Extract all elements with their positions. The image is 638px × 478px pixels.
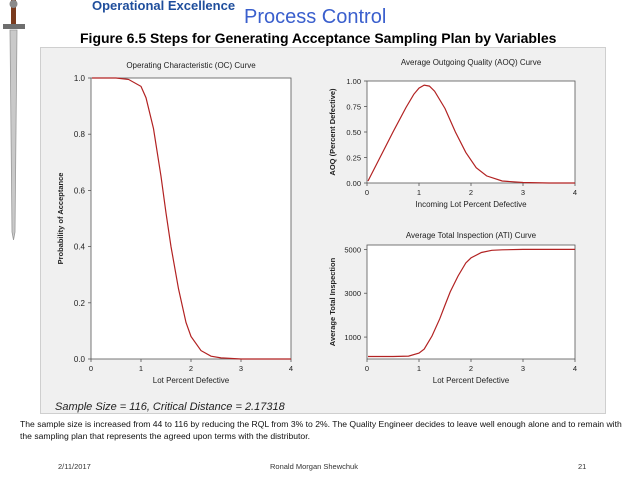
x-tick-label: 2 bbox=[189, 364, 193, 373]
figure-title: Figure 6.5 Steps for Generating Acceptan… bbox=[80, 30, 557, 46]
x-tick-label: 4 bbox=[289, 364, 293, 373]
oc-curve-chart: Operating Characteristic (OC) Curve 0 1 2 3 4… bbox=[56, 61, 293, 385]
y-axis-label: Probability of Acceptance bbox=[56, 173, 65, 265]
y-tick-label: 1.00 bbox=[346, 77, 361, 86]
chart-title: Average Total Inspection (ATI) Curve bbox=[406, 231, 537, 240]
page-title: Process Control bbox=[244, 6, 387, 28]
y-axis-label: AOQ (Percent Defective) bbox=[328, 88, 337, 176]
chart-panel: Operating Characteristic (OC) Curve 0 1 2 3 4… bbox=[40, 47, 606, 414]
series-line bbox=[92, 77, 291, 360]
y-tick-label: 0.25 bbox=[346, 154, 361, 163]
x-tick-label: 2 bbox=[469, 364, 473, 373]
ati-curve-chart: Average Total Inspection (ATI) Curve 0 1 2 3… bbox=[328, 231, 577, 385]
plot-area bbox=[366, 244, 576, 360]
x-tick-label: 0 bbox=[365, 364, 369, 373]
chart-title: Average Outgoing Quality (AOQ) Curve bbox=[401, 58, 542, 67]
x-tick-label: 3 bbox=[521, 364, 525, 373]
y-tick-label: 0.4 bbox=[74, 243, 86, 252]
x-axis-label: Incoming Lot Percent Defective bbox=[415, 200, 527, 209]
y-tick-label: 0.00 bbox=[346, 179, 361, 188]
series-line bbox=[367, 84, 575, 184]
x-tick-label: 0 bbox=[89, 364, 93, 373]
footer-page-number: 21 bbox=[578, 462, 587, 471]
x-tick-label: 3 bbox=[239, 364, 243, 373]
charts-svg: Operating Characteristic (OC) Curve 0 1 2 3 4… bbox=[55, 58, 577, 413]
aoq-curve-chart: Average Outgoing Quality (AOQ) Curve 0 1 2 3… bbox=[328, 58, 577, 209]
x-tick-label: 1 bbox=[417, 188, 421, 197]
x-tick-label: 0 bbox=[365, 188, 369, 197]
x-tick-label: 3 bbox=[521, 188, 525, 197]
x-axis-label: Lot Percent Defective bbox=[433, 376, 510, 385]
caption-text: The sample size is increased from 44 to … bbox=[20, 419, 622, 441]
sample-stats: Sample Size = 116, Critical Distance = 2… bbox=[55, 401, 286, 413]
y-tick-label: 1.0 bbox=[74, 74, 86, 83]
brand-name: Operational Excellence bbox=[92, 0, 236, 13]
footer-date: 2/11/2017 bbox=[58, 462, 91, 471]
y-tick-label: 5000 bbox=[344, 245, 361, 254]
y-tick-label: 0.8 bbox=[74, 130, 86, 139]
series-line bbox=[368, 248, 575, 358]
x-tick-label: 1 bbox=[139, 364, 143, 373]
plot-area bbox=[366, 80, 576, 184]
plot-area bbox=[90, 77, 292, 360]
footer-author: Ronald Morgan Shewchuk bbox=[270, 462, 358, 471]
sword-logo-icon bbox=[3, 0, 25, 240]
x-tick-label: 4 bbox=[573, 364, 577, 373]
x-tick-label: 2 bbox=[469, 188, 473, 197]
x-tick-label: 4 bbox=[573, 188, 577, 197]
y-tick-label: 3000 bbox=[344, 289, 361, 298]
x-axis-label: Lot Percent Defective bbox=[153, 376, 230, 385]
y-tick-label: 1000 bbox=[344, 333, 361, 342]
y-tick-label: 0.75 bbox=[346, 103, 361, 112]
y-tick-label: 0.2 bbox=[74, 299, 86, 308]
y-axis-label: Average Total Inspection bbox=[328, 257, 337, 346]
y-tick-label: 0.0 bbox=[74, 355, 86, 364]
chart-title: Operating Characteristic (OC) Curve bbox=[126, 61, 256, 70]
x-tick-label: 1 bbox=[417, 364, 421, 373]
y-tick-label: 0.50 bbox=[346, 128, 361, 137]
y-tick-label: 0.6 bbox=[74, 186, 86, 195]
